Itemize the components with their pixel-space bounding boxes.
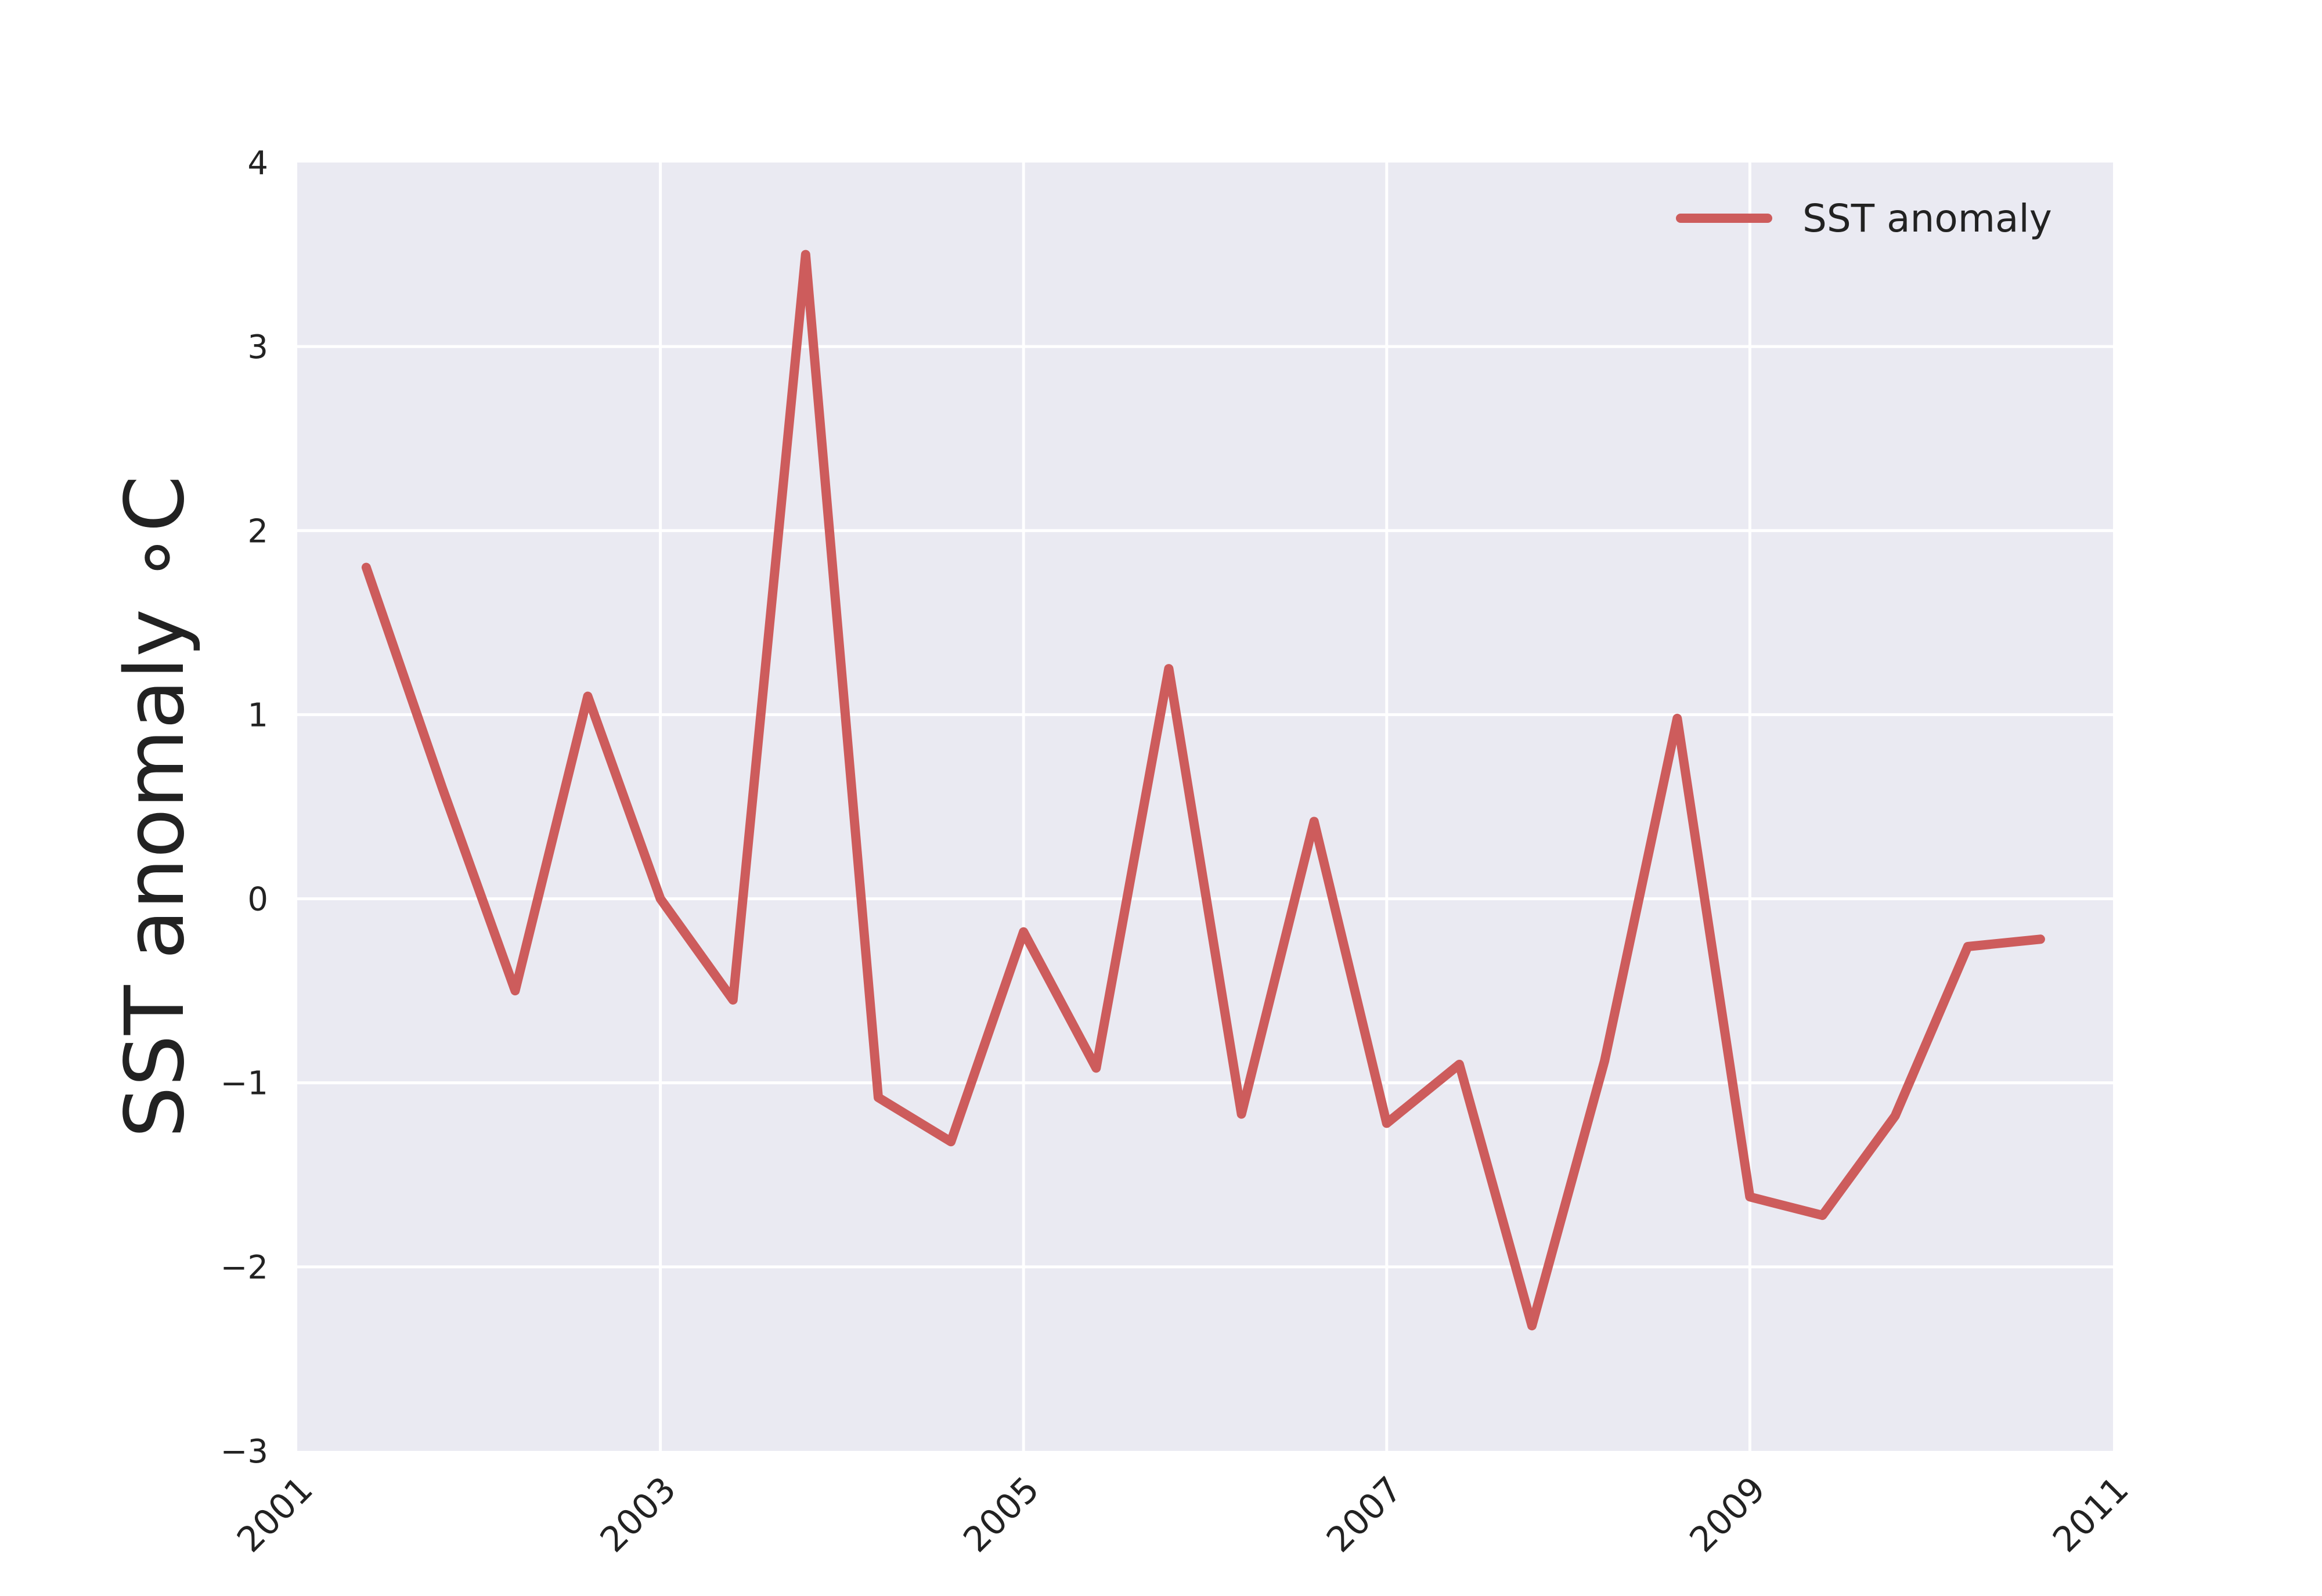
y-axis-ticks: 4 3 2 1 0 −1 −2 −3 xyxy=(220,145,268,1471)
legend: SST anomaly xyxy=(1676,196,2052,241)
y-tick-label: 0 xyxy=(247,881,268,919)
y-tick-label: −2 xyxy=(220,1249,268,1287)
y-tick-label: 4 xyxy=(247,145,268,182)
grid-lines xyxy=(297,163,2113,1451)
series-layer xyxy=(361,250,2045,1331)
x-tick-label: 2005 xyxy=(956,1469,1047,1560)
x-tick-label: 2009 xyxy=(1682,1469,1773,1560)
y-tick-label: −3 xyxy=(220,1433,268,1471)
x-tick-label: 2011 xyxy=(2045,1469,2136,1560)
y-tick-label: 3 xyxy=(247,328,268,366)
y-tick-label: 2 xyxy=(247,512,268,550)
x-tick-label: 2001 xyxy=(229,1469,320,1560)
y-tick-label: −1 xyxy=(220,1065,268,1103)
y-tick-label: 1 xyxy=(247,696,268,734)
x-tick-label: 2007 xyxy=(1319,1469,1410,1560)
plot-area xyxy=(297,163,2113,1451)
legend-label: SST anomaly xyxy=(1802,196,2052,241)
y-axis-title: SST anomaly ∘C xyxy=(108,475,203,1138)
x-tick-label: 2003 xyxy=(593,1469,684,1560)
x-axis-ticks: 2001 2003 2005 2007 2009 2011 xyxy=(229,1469,2136,1560)
series-line xyxy=(361,250,2045,1331)
